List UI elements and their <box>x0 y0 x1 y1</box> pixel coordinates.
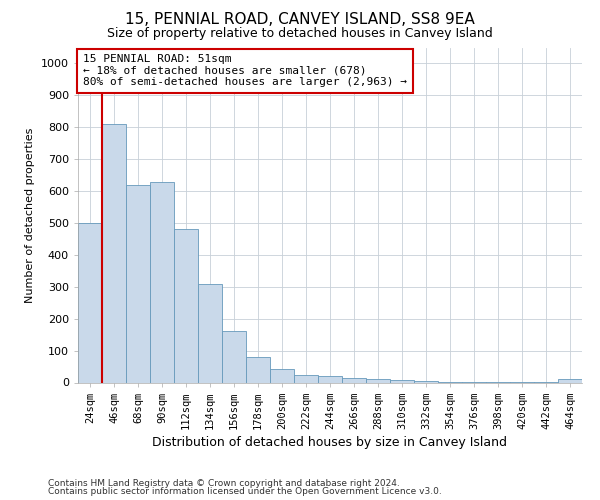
Text: 15, PENNIAL ROAD, CANVEY ISLAND, SS8 9EA: 15, PENNIAL ROAD, CANVEY ISLAND, SS8 9EA <box>125 12 475 28</box>
Text: Size of property relative to detached houses in Canvey Island: Size of property relative to detached ho… <box>107 28 493 40</box>
Bar <box>246 357 270 382</box>
Text: Contains public sector information licensed under the Open Government Licence v3: Contains public sector information licen… <box>48 487 442 496</box>
Bar <box>294 376 318 382</box>
X-axis label: Distribution of detached houses by size in Canvey Island: Distribution of detached houses by size … <box>152 436 508 449</box>
Bar <box>126 184 150 382</box>
Bar <box>318 376 342 382</box>
Bar <box>222 332 246 382</box>
Text: 15 PENNIAL ROAD: 51sqm
← 18% of detached houses are smaller (678)
80% of semi-de: 15 PENNIAL ROAD: 51sqm ← 18% of detached… <box>83 54 407 88</box>
Bar <box>390 380 414 382</box>
Text: Contains HM Land Registry data © Crown copyright and database right 2024.: Contains HM Land Registry data © Crown c… <box>48 478 400 488</box>
Bar <box>270 369 294 382</box>
Bar <box>414 381 438 382</box>
Y-axis label: Number of detached properties: Number of detached properties <box>25 128 35 302</box>
Bar <box>102 124 126 382</box>
Bar <box>558 380 582 382</box>
Bar <box>198 284 222 382</box>
Bar <box>150 182 174 382</box>
Bar <box>366 380 390 382</box>
Bar <box>174 230 198 382</box>
Bar <box>78 223 102 382</box>
Bar <box>342 378 366 382</box>
